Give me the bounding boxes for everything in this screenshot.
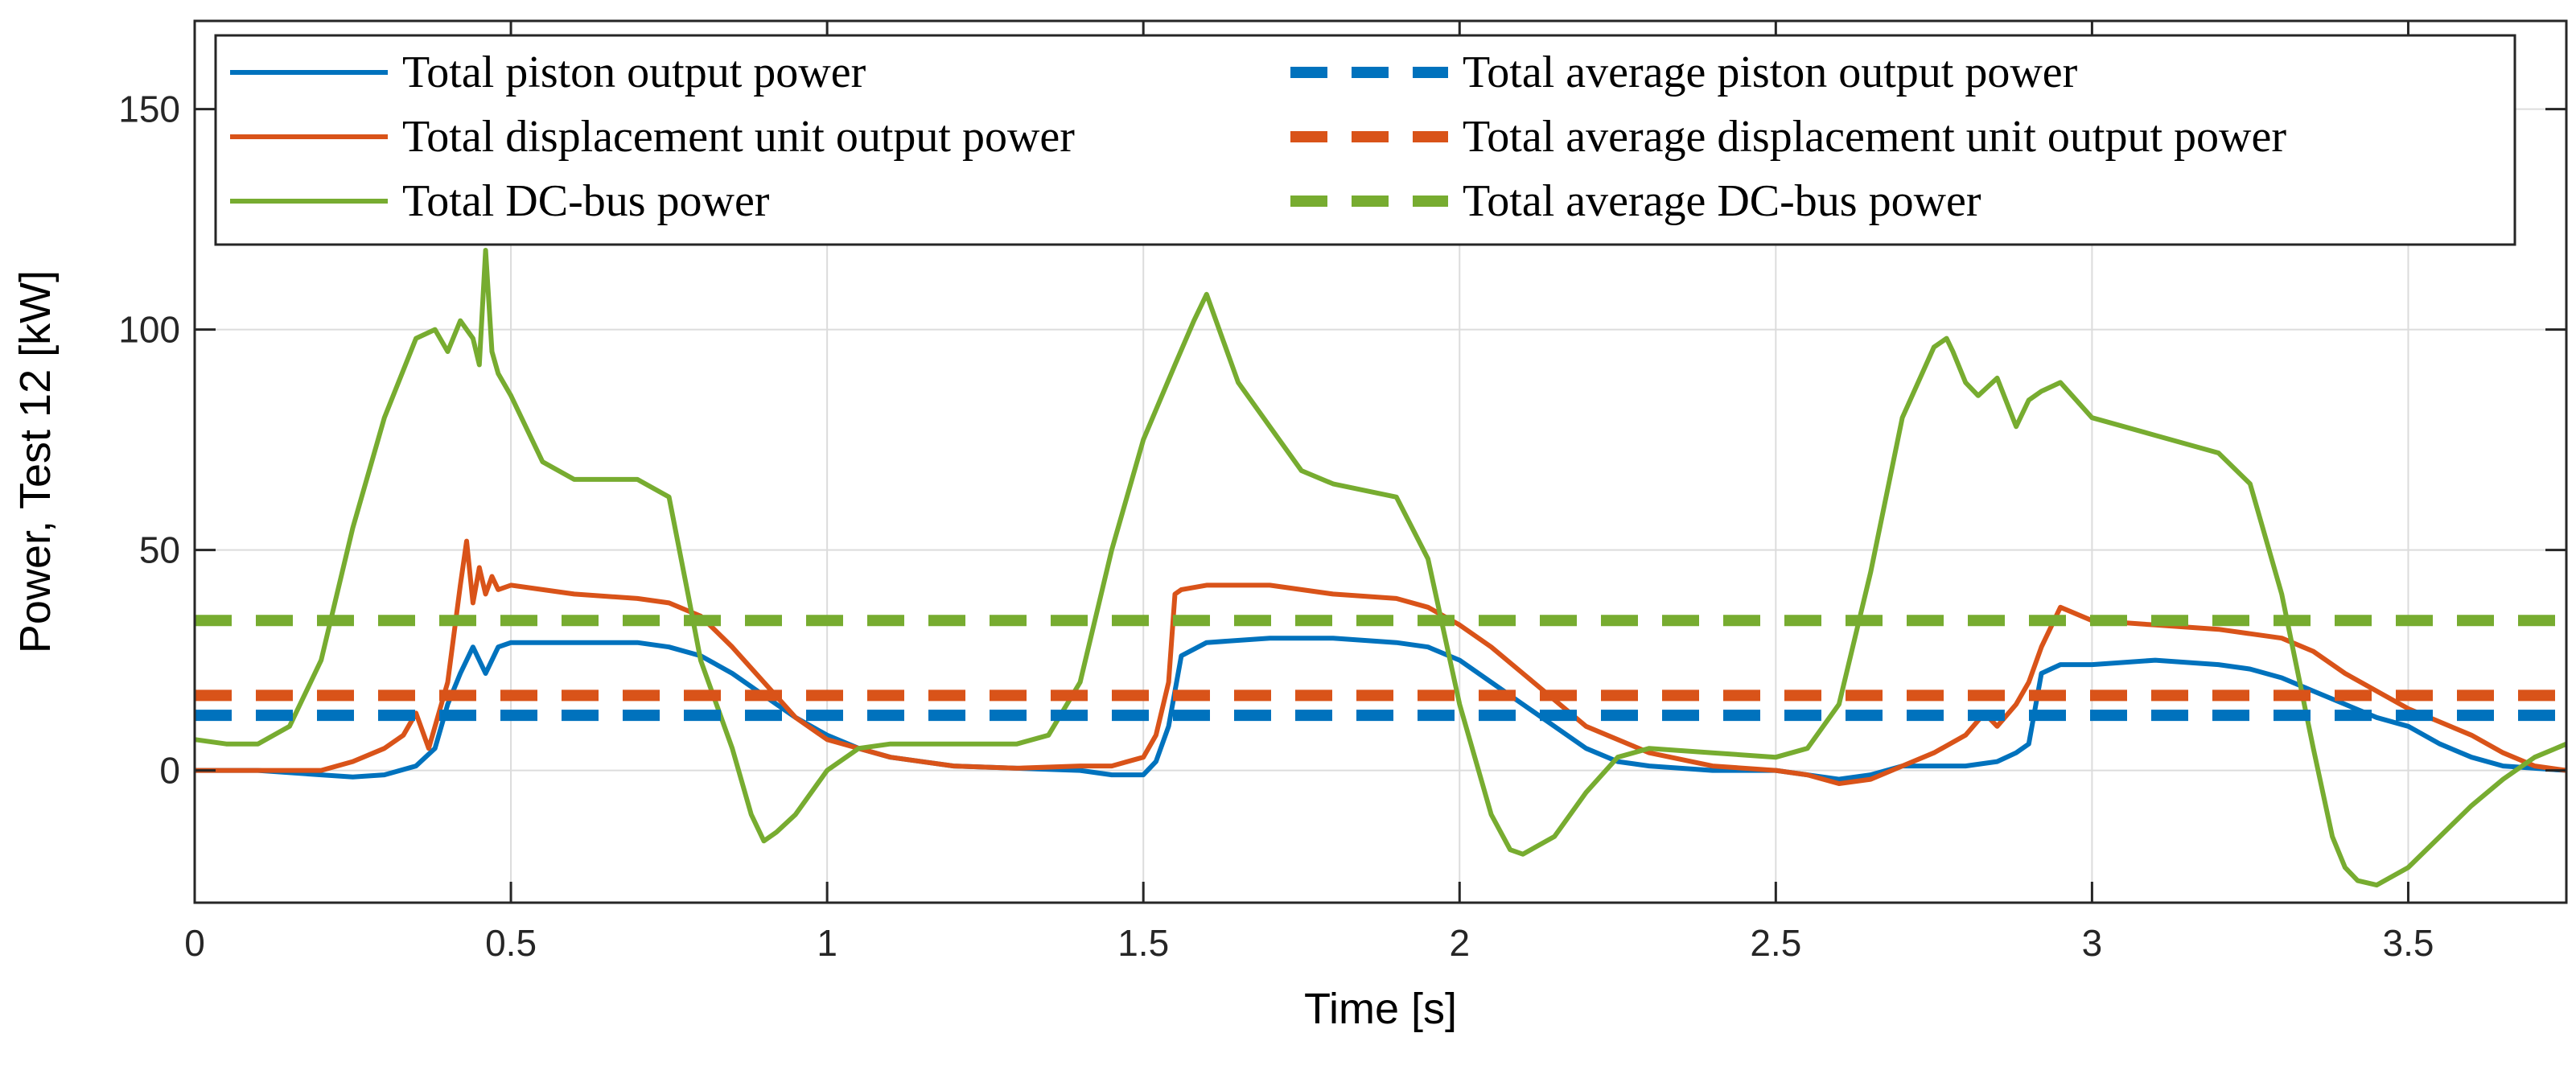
y-tick-label: 150 <box>118 88 180 130</box>
series-line-total-displacement-unit-output-power <box>195 538 2567 786</box>
legend-label-total-displacement-unit-output-power: Total displacement unit output power <box>402 112 1075 162</box>
x-tick-label: 3 <box>2082 922 2103 964</box>
x-tick-label: 1 <box>817 922 837 964</box>
series-line-total-dc-bus-power <box>194 248 2568 888</box>
x-tick-label: 2 <box>1449 922 1470 964</box>
axis-ticks: 0 0.5 1 1.5 2 2.5 3 3.5 0 50 100 150 <box>118 21 2566 964</box>
legend-label-total-dc-bus-power: Total DC-bus power <box>402 176 770 226</box>
legend-label-total-piston-output-power: Total piston output power <box>402 47 866 97</box>
x-axis-label: Time [s] <box>1304 985 1457 1033</box>
x-tick-label: 2.5 <box>1750 922 1801 964</box>
y-tick-label: 50 <box>139 529 180 571</box>
legend: Total piston output power Total displacem… <box>214 34 2516 246</box>
legend-label-total-average-piston-output-power: Total average piston output power <box>1463 47 2078 97</box>
plot-area-frame <box>193 19 2568 904</box>
x-tick-label: 1.5 <box>1117 922 1169 964</box>
y-tick-label: 0 <box>159 750 180 792</box>
x-tick-label: 0.5 <box>485 922 537 964</box>
legend-label-total-average-displacement-unit-output-power: Total average displacement unit output p… <box>1463 112 2286 162</box>
x-tick-label: 3.5 <box>2382 922 2434 964</box>
legend-label-total-average-dc-bus-power: Total average DC-bus power <box>1463 176 1981 226</box>
x-tick-label: 0 <box>184 922 205 964</box>
series-line-total-piston-output-power <box>195 636 2567 782</box>
y-axis-label: Power, Test 12 [kW] <box>11 270 60 653</box>
series-lines <box>194 248 2568 888</box>
y-tick-label: 100 <box>118 309 180 351</box>
